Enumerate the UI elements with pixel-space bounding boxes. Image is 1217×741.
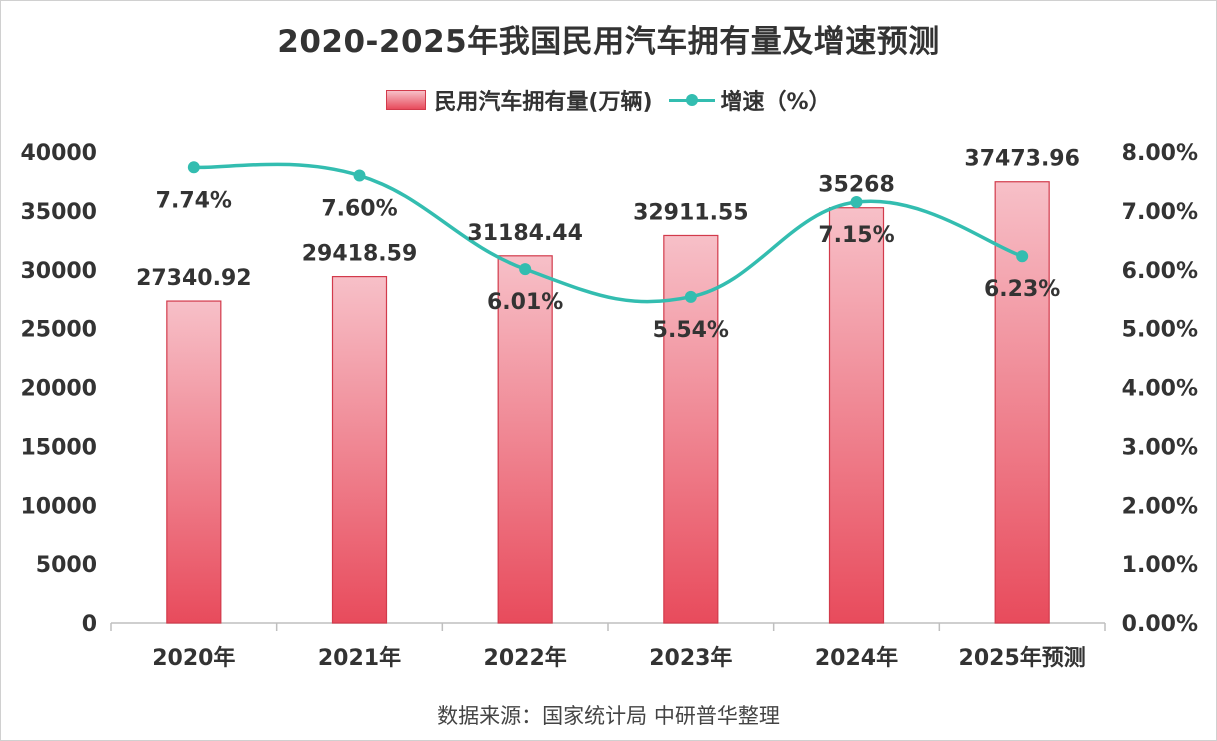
data-source-note: 数据来源：国家统计局 中研普华整理 bbox=[437, 704, 780, 728]
growth-rate-point bbox=[1016, 250, 1029, 263]
y-right-tick-label: 0.00% bbox=[1122, 612, 1198, 637]
y-left-tick-label: 25000 bbox=[20, 318, 97, 343]
legend-item-line: 增速（%） bbox=[668, 84, 831, 116]
growth-rate-label: 7.74% bbox=[156, 188, 232, 213]
growth-rate-label: 7.60% bbox=[321, 197, 397, 222]
y-right-tick-label: 4.00% bbox=[1122, 377, 1198, 402]
y-left-tick-label: 30000 bbox=[20, 259, 97, 284]
growth-rate-point bbox=[850, 196, 863, 209]
growth-rate-point bbox=[684, 290, 697, 303]
y-right-tick-label: 8.00% bbox=[1122, 141, 1198, 166]
bar-value-label: 27340.92 bbox=[136, 266, 252, 291]
legend-bar-swatch bbox=[386, 90, 427, 110]
bar-ownership bbox=[166, 300, 222, 624]
y-left-tick-label: 40000 bbox=[20, 141, 97, 166]
growth-rate-line bbox=[193, 162, 1023, 304]
growth-rate-label: 6.01% bbox=[487, 290, 563, 315]
growth-rate-label: 5.54% bbox=[653, 318, 729, 343]
bar-ownership bbox=[331, 275, 388, 624]
bar-value-label: 37473.96 bbox=[964, 147, 1080, 172]
y-left-tick-label: 0 bbox=[82, 612, 97, 637]
y-left-tick-label: 35000 bbox=[20, 200, 97, 225]
growth-rate-label: 7.15% bbox=[818, 223, 894, 248]
x-category-label: 2020年 bbox=[152, 645, 235, 671]
bar-value-label: 31184.44 bbox=[467, 221, 583, 246]
y-right-tick-label: 1.00% bbox=[1122, 553, 1198, 578]
bar-ownership bbox=[497, 255, 553, 624]
bar-ownership bbox=[828, 207, 885, 624]
legend-line-label: 增速（%） bbox=[720, 90, 831, 115]
y-right-tick-label: 6.00% bbox=[1122, 259, 1198, 284]
legend-line-swatch bbox=[668, 90, 715, 110]
y-left-tick-label: 5000 bbox=[36, 553, 97, 578]
chart-title: 2020-2025年我国民用汽车拥有量及增速预测 bbox=[277, 24, 940, 60]
x-category-label: 2021年 bbox=[318, 645, 401, 671]
y-right-tick-label: 7.00% bbox=[1122, 200, 1198, 225]
growth-rate-point bbox=[187, 161, 200, 174]
x-category-label: 2024年 bbox=[815, 645, 898, 671]
bar-value-label: 32911.55 bbox=[633, 200, 749, 225]
legend-bar-label: 民用汽车拥有量(万辆) bbox=[434, 90, 653, 115]
y-right-tick-label: 5.00% bbox=[1122, 318, 1198, 343]
x-category-label: 2022年 bbox=[484, 645, 567, 671]
bar-value-label: 35268 bbox=[818, 173, 895, 198]
chart-legend: 民用汽车拥有量(万辆) 增速（%） bbox=[0, 84, 1217, 116]
x-category-label: 2025年预测 bbox=[959, 645, 1086, 671]
y-right-tick-label: 2.00% bbox=[1122, 494, 1198, 519]
bar-value-label: 29418.59 bbox=[302, 242, 418, 267]
x-category-label: 2023年 bbox=[649, 645, 732, 671]
y-left-tick-label: 10000 bbox=[20, 494, 97, 519]
growth-rate-label: 6.23% bbox=[984, 277, 1060, 302]
legend-item-bar: 民用汽车拥有量(万辆) bbox=[386, 84, 653, 116]
y-right-tick-label: 3.00% bbox=[1122, 435, 1198, 460]
y-left-tick-label: 15000 bbox=[20, 435, 97, 460]
growth-rate-point bbox=[353, 169, 366, 182]
y-left-tick-label: 20000 bbox=[20, 377, 97, 402]
growth-rate-point bbox=[519, 263, 532, 276]
